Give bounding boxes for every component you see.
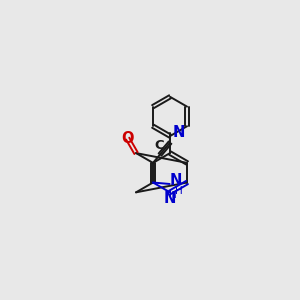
Text: N: N	[173, 125, 185, 140]
Text: H: H	[169, 190, 177, 200]
Text: C: C	[155, 139, 164, 152]
Text: H: H	[176, 186, 183, 196]
Text: O: O	[122, 131, 134, 146]
Text: N: N	[164, 191, 176, 206]
Text: N: N	[169, 173, 182, 188]
